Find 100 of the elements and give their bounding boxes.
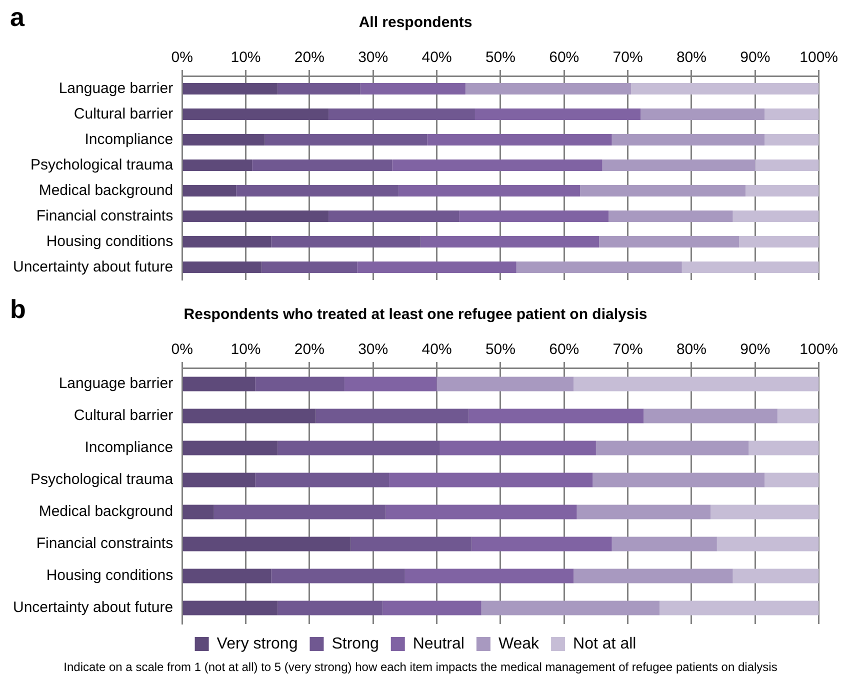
bar [182, 600, 278, 616]
x-tick-label: 90% [740, 49, 770, 66]
bar [182, 134, 265, 146]
bar [255, 376, 344, 392]
bar [350, 536, 472, 552]
bar [182, 210, 329, 222]
bar [389, 472, 593, 488]
y-tick-label: Medical background [38, 182, 174, 199]
bar [182, 408, 316, 424]
bar [755, 160, 819, 171]
x-tick-label: 20% [294, 341, 324, 358]
bar [404, 568, 574, 584]
bar [357, 262, 516, 273]
bar [255, 472, 390, 488]
bar [252, 160, 392, 171]
bar [182, 185, 236, 196]
bar [660, 600, 819, 616]
bar [182, 472, 256, 488]
bar [328, 210, 460, 222]
bar [710, 504, 819, 520]
bar [576, 504, 711, 520]
bar [472, 536, 612, 552]
bar [739, 236, 819, 248]
bar [316, 408, 469, 424]
bar [271, 236, 421, 248]
x-tick-label: 0% [171, 341, 193, 358]
y-tick-label: Uncertainty about future [13, 599, 174, 616]
bar [182, 160, 252, 171]
x-tick-label: 50% [485, 49, 516, 66]
y-tick-label: Incompliance [84, 130, 174, 148]
legend-label: Strong [332, 635, 379, 652]
x-tick-label: 80% [676, 341, 706, 358]
bar [465, 83, 631, 94]
bar [764, 472, 819, 488]
x-tick-label: 90% [740, 341, 770, 358]
bar [264, 134, 428, 146]
y-tick-label: Cultural barrier [74, 407, 174, 424]
x-tick-label: 100% [800, 341, 838, 358]
text: a [10, 2, 24, 33]
bar [262, 262, 358, 273]
y-tick-label: Psychological trauma [30, 156, 174, 174]
x-tick-label: 30% [358, 49, 388, 66]
bar [716, 536, 819, 552]
bar [748, 440, 819, 456]
bar [214, 504, 386, 520]
y-tick-label: Medical background [38, 503, 174, 520]
y-tick-label: Psychological trauma [30, 471, 174, 488]
y-tick-label: Incompliance [84, 439, 174, 456]
bar [459, 210, 609, 222]
bar [427, 134, 612, 146]
x-tick-label: 10% [230, 341, 261, 358]
x-tick-label: 10% [230, 49, 261, 66]
bar [278, 600, 383, 616]
bar [746, 185, 819, 196]
bar [440, 440, 596, 456]
bar [732, 568, 819, 584]
bar [644, 408, 778, 424]
x-tick-label: 0% [171, 49, 193, 66]
bar [182, 236, 272, 248]
x-tick-label: 100% [800, 49, 838, 66]
bar [182, 376, 256, 392]
y-tick-label: Financial constraints [36, 207, 174, 224]
bar [382, 600, 482, 616]
bar [516, 262, 682, 273]
bar [182, 504, 214, 520]
x-tick-label: 70% [612, 341, 643, 358]
x-tick-label: 40% [422, 341, 452, 358]
bar [612, 134, 765, 146]
bar [271, 568, 405, 584]
bar [682, 262, 819, 273]
x-tick-label: 20% [294, 49, 324, 66]
bar [764, 134, 819, 146]
x-tick-label: 50% [485, 341, 516, 358]
y-tick-label: Language barrier [58, 375, 174, 392]
bar [182, 440, 278, 456]
legend-label: Not at all [573, 635, 636, 652]
bar [580, 185, 746, 196]
y-tick-label: Financial constraints [36, 535, 174, 552]
bar [344, 376, 437, 392]
bar [182, 568, 272, 584]
bar [328, 108, 475, 120]
y-tick-label: Cultural barrier [74, 105, 174, 122]
bar [596, 440, 749, 456]
bar [398, 185, 580, 196]
bar [592, 472, 765, 488]
y-tick-label: Housing conditions [46, 567, 174, 584]
bar [420, 236, 600, 248]
bar [278, 83, 360, 94]
bar [182, 536, 351, 552]
bar [630, 83, 819, 94]
bar [481, 600, 660, 616]
x-tick-label: 40% [422, 49, 452, 66]
bar [360, 83, 466, 94]
bar [777, 408, 819, 424]
legend-label: Neutral [412, 635, 464, 652]
y-tick-label: Uncertainty about future [13, 258, 174, 276]
y-tick-label: Housing conditions [46, 232, 174, 250]
bar [602, 160, 756, 171]
legend-label: Weak [498, 635, 540, 652]
bar [182, 262, 262, 273]
